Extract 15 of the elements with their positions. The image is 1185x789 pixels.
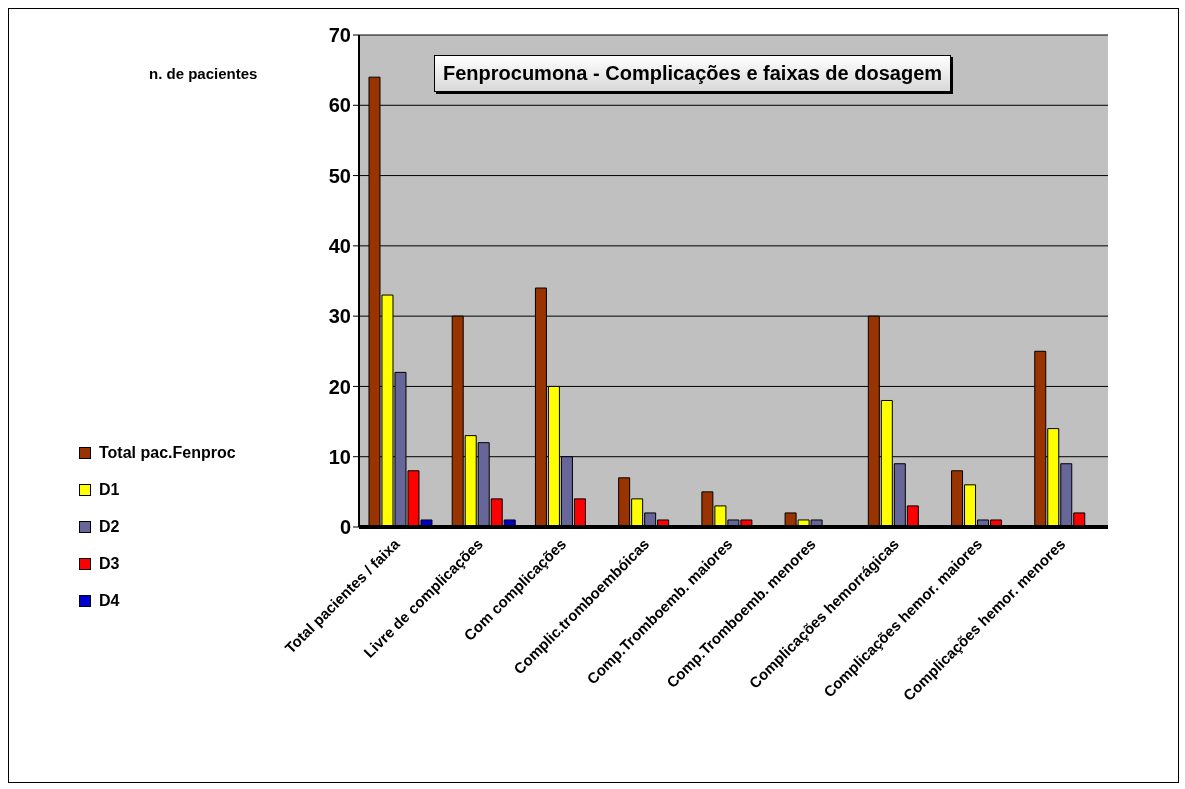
legend-label: D2 [98,516,121,537]
legend-label: Total pac.Fenproc [98,442,236,463]
y-tick-label: 40 [328,234,351,257]
y-tick-label: 60 [328,94,351,117]
legend-label: D4 [98,590,121,611]
text: Fenprocumona - Complicações e faixas de dosagem [434,55,952,92]
legend-label: D3 [98,553,121,574]
y-tick-label: 50 [328,164,351,187]
y-tick-label: 0 [339,516,351,539]
y-tick-label: 30 [328,305,351,328]
y-tick-label: 20 [328,375,351,398]
y-tick-label: 70 [328,24,351,47]
y-tick-label: 10 [328,445,351,468]
legend-label: D1 [98,479,121,500]
y-axis-title: n. de pacientes [149,65,258,82]
